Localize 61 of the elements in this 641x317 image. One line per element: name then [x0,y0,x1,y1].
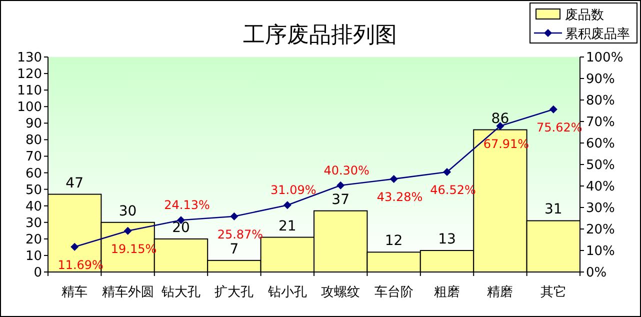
y-tick-label: 80 [25,133,42,148]
y-tick-label: 130 [17,50,42,66]
y2-tick-label: 30% [586,201,615,216]
x-tick-label: 钻大孔 [160,285,200,300]
y2-tick-label: 20% [586,222,615,238]
point [336,181,345,190]
data-label: 24.13% [164,198,210,212]
data-label: 25.87% [217,227,264,242]
point [549,105,558,114]
data-label: 47 [66,175,84,192]
x-tick-label: 其它 [540,284,566,300]
data-label: 43.28% [376,190,423,204]
y-tick-label: 40 [25,199,42,214]
y-tick-label: 50 [25,182,42,198]
y-tick-label: 30 [25,216,42,231]
y2-tick-label: 80% [586,94,615,108]
point [124,226,132,235]
y-tick-label: 10 [25,248,42,264]
data-label: 21 [278,218,296,234]
y-tick-label: 90 [25,116,42,132]
y-tick-label: 110 [17,84,42,99]
x-tick-label: 精磨 [487,285,514,300]
y-tick-label: 60 [25,166,42,182]
data-label: 40.30% [324,163,370,178]
point [390,174,398,183]
data-label: 31 [544,202,562,218]
x-tick-label: 精车 [62,285,88,300]
legend-label: 累积废品率 [565,26,630,42]
point [443,168,451,176]
x-tick-label: 钻小孔 [266,285,307,300]
legend-label: 废品数 [565,8,604,23]
title: 工序废品排列图 [243,23,397,48]
x-tick-label: 粗磨 [434,285,460,300]
y2-tick-label: 60% [586,136,615,152]
x-tick-label: 扩大孔 [214,285,254,300]
y-tick-label: 70 [25,150,42,165]
data-label: 86 [491,110,510,127]
y-tick-label: 120 [17,67,42,82]
data-label: 7 [230,241,239,258]
y-tick-label: 20 [25,232,42,248]
data-label: 30 [118,203,137,220]
y2-tick-label: 90% [586,72,615,87]
point [283,201,292,210]
data-label: 37 [332,192,350,208]
x-tick-label: 精车外圆 [102,285,154,300]
data-label: 31.09% [270,183,316,198]
y2-tick-label: 50% [586,158,615,173]
y2-tick-label: 0% [586,266,607,280]
y-tick-label: 0 [34,266,42,280]
y2-tick-label: 10% [586,244,615,259]
data-label: 12 [384,233,403,250]
point [70,242,79,251]
x-tick-label: 攻螺纹 [321,285,360,300]
y-tick-label: 100 [17,100,42,116]
y2-tick-label: 40% [586,180,615,194]
y2-tick-label: 100% [586,50,624,66]
data-label: 20 [172,220,190,236]
point [230,212,238,220]
y2-tick-label: 70% [586,115,615,130]
data-label: 13 [438,232,456,248]
x-tick-label: 车台阶 [374,285,414,300]
